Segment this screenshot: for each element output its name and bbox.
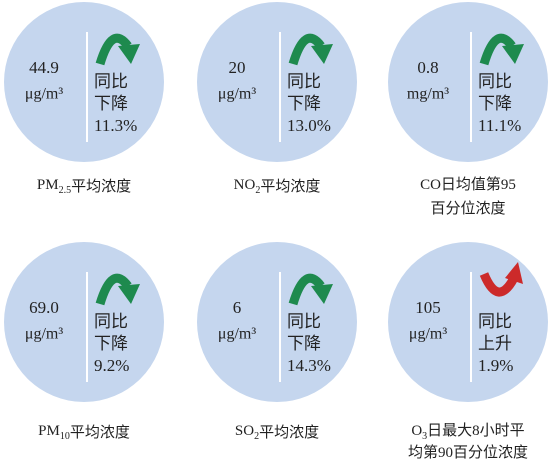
percent: 9.2% [94, 356, 129, 375]
arrow-down-icon [288, 33, 325, 66]
card-circle [197, 2, 357, 162]
label-part: PM [38, 423, 60, 439]
indicator-label: NO2平均浓度 [234, 177, 321, 197]
indicator-label: O3日最大8小时平 [411, 422, 524, 442]
change-text: 下降 [478, 94, 512, 114]
arrow-head [311, 44, 333, 64]
change-text: 上升 [478, 334, 512, 354]
value: 6 [233, 298, 242, 317]
unit: μg/m³ [409, 326, 447, 343]
arrow-head [118, 44, 140, 64]
card-circle [4, 242, 164, 402]
percent: 14.3% [287, 356, 331, 375]
label-part: 平均浓度 [259, 423, 319, 441]
arrow-down-icon [479, 33, 516, 66]
unit: μg/m³ [25, 326, 63, 343]
subscript: 2 [254, 431, 259, 442]
value: 105 [415, 298, 441, 317]
subscript: 3 [422, 431, 427, 442]
label-part: 平均浓度 [71, 177, 131, 195]
label-part: 平均浓度 [260, 177, 320, 195]
change-text: 下降 [287, 94, 321, 114]
percent: 11.3% [94, 116, 137, 135]
arrow-down-icon [95, 33, 132, 66]
arrow-head [505, 262, 523, 284]
arrow-down-icon [95, 273, 132, 306]
percent: 11.1% [478, 116, 521, 135]
card-circle [197, 242, 357, 402]
label-part: CO日均值第95 [420, 175, 516, 193]
unit: μg/m³ [218, 326, 256, 343]
label-part: 均第90百分位浓度 [408, 443, 528, 461]
unit: μg/m³ [25, 86, 63, 103]
subscript: 2.5 [59, 185, 72, 196]
label-part: 百分位浓度 [430, 199, 505, 217]
change-text: 同比 [478, 312, 512, 332]
indicator-label: SO2平均浓度 [235, 423, 319, 443]
label-part: 平均浓度 [70, 423, 130, 441]
value: 44.9 [29, 58, 59, 77]
label-part: O [411, 423, 422, 439]
label-part: NO [234, 177, 256, 193]
change-text: 下降 [94, 94, 128, 114]
unit: mg/m³ [407, 86, 449, 103]
subscript: 10 [60, 431, 70, 442]
indicator-label: 均第90百分位浓度 [408, 443, 528, 461]
change-text: 同比 [287, 72, 321, 92]
arrow-head [118, 284, 140, 304]
percent: 1.9% [478, 356, 513, 375]
indicator-label: 百分位浓度 [430, 199, 505, 217]
value: 69.0 [29, 298, 59, 317]
card-circle [388, 242, 548, 402]
arrow-head [311, 284, 333, 304]
arrow-down-icon [288, 273, 325, 306]
indicator-label: PM10平均浓度 [38, 423, 130, 443]
value: 20 [229, 58, 246, 77]
value: 0.8 [417, 58, 438, 77]
change-text: 同比 [94, 312, 128, 332]
arrow-up-icon [479, 272, 518, 297]
card-circle [4, 2, 164, 162]
card-circle [388, 2, 548, 162]
arrow-head [502, 44, 524, 64]
percent: 13.0% [287, 116, 331, 135]
change-text: 同比 [287, 312, 321, 332]
label-part: 日最大8小时平 [427, 422, 525, 439]
change-text: 下降 [94, 334, 128, 354]
indicator-label: PM2.5平均浓度 [37, 177, 131, 197]
change-text: 同比 [94, 72, 128, 92]
change-text: 同比 [478, 72, 512, 92]
change-text: 下降 [287, 334, 321, 354]
subscript: 2 [255, 185, 260, 196]
unit: μg/m³ [218, 86, 256, 103]
indicator-label: CO日均值第95 [420, 175, 516, 193]
label-part: SO [235, 423, 254, 439]
label-part: PM [37, 177, 59, 193]
